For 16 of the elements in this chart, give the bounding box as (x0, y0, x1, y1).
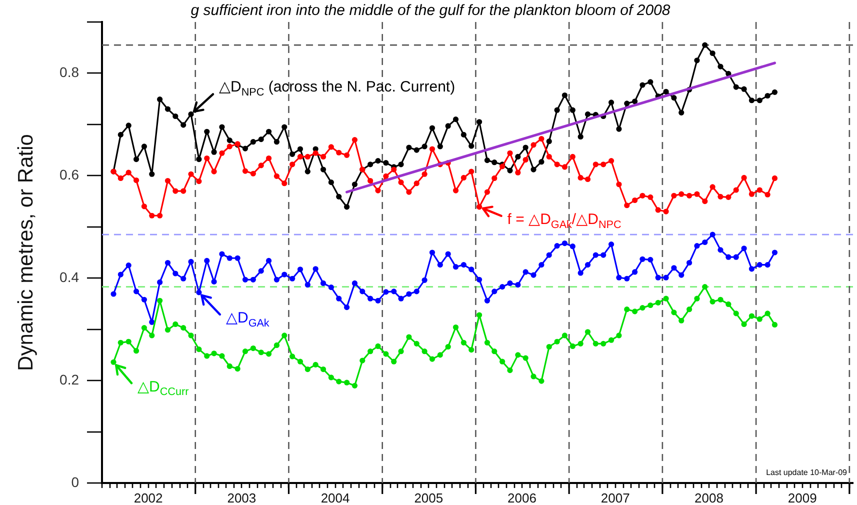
y-tick-label: 0.2 (60, 371, 80, 388)
y-axis-title: Dynamic metres, or Ratio (14, 134, 38, 371)
x-tick-label: 2006 (508, 490, 536, 505)
y-tick-label: 0.4 (60, 268, 80, 285)
x-tick-label: 2005 (414, 490, 444, 505)
x-tick-label: 2009 (788, 490, 817, 505)
y-tick-label: 0.6 (60, 166, 80, 183)
y-tick-label: 0 (71, 474, 80, 490)
annotation: Last update 10-Mar-09 (766, 468, 848, 478)
chart-title: g sufficient iron into the middle of the gulf for the plankton bloom of 2008 (190, 2, 671, 20)
y-tick-label: 0.8 (60, 64, 80, 80)
x-tick-label: 2008 (694, 490, 724, 505)
x-tick-label: 2004 (320, 490, 350, 505)
x-tick-label: 2007 (600, 490, 630, 505)
x-tick-label: 2002 (134, 490, 163, 505)
x-tick-label: 2003 (227, 490, 256, 505)
